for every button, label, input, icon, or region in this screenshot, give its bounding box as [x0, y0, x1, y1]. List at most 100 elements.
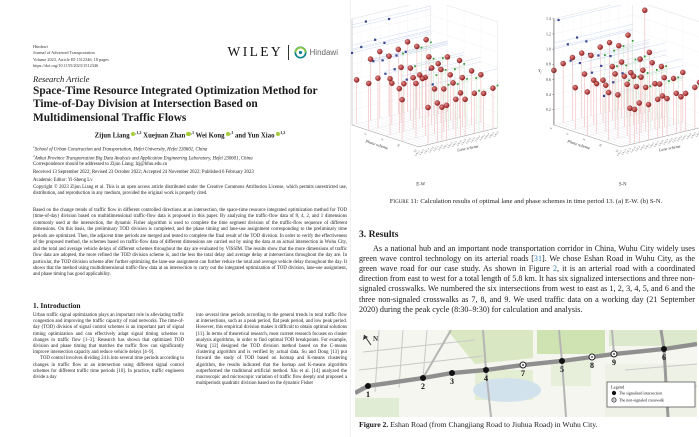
svg-text:LA1.5: LA1.5: [634, 145, 641, 153]
svg-text:4: 4: [484, 374, 488, 383]
svg-text:12: 12: [614, 148, 619, 153]
svg-text:LA1.2: LA1.2: [419, 148, 426, 156]
svg-text:8: 8: [380, 137, 384, 141]
svg-text:0.4: 0.4: [545, 92, 550, 97]
doi-link[interactable]: https://doi.org/10.1155/2023/1512346: [33, 63, 99, 69]
hindawi-logo: Hindawi: [294, 45, 338, 59]
author-affiliation-sup: ,1: [230, 130, 234, 135]
figure11-caption-text: Calculation results of optimal lane and …: [418, 198, 663, 205]
results-text: , it is an arterial road with a coordina…: [359, 264, 695, 314]
citation-link[interactable]: 31: [533, 254, 543, 264]
svg-text:LA2.2: LA2.2: [447, 141, 454, 149]
svg-text:LA3.6: LA3.6: [493, 130, 500, 138]
svg-text:LA2.2: LA2.2: [648, 141, 655, 149]
intro-paragraph-1: Urban traffic signal optimization plays …: [33, 313, 184, 356]
paper-page-1: Hindawi Journal of Advanced Transportati…: [33, 44, 347, 387]
svg-text:1.2: 1.2: [545, 31, 550, 36]
intro-paragraph-2: TOD control involves dividing 24 h into …: [33, 356, 184, 380]
svg-text:12: 12: [413, 148, 418, 153]
svg-text:Phase scheme: Phase scheme: [565, 138, 590, 150]
svg-text:LA3.2: LA3.2: [475, 135, 482, 143]
svg-text:Lane scheme: Lane scheme: [657, 143, 680, 152]
svg-text:LA1.2: LA1.2: [620, 148, 627, 156]
paper-page-2: LA1.1 LA1.2 LA1.3 LA1.4 LA1.5 LA1.6 LA2.1 LA2.2…: [350, 0, 699, 437]
section-heading-results: 3. Results: [359, 229, 399, 240]
svg-text:LA2.1: LA2.1: [644, 142, 651, 150]
svg-text:7: 7: [521, 369, 525, 378]
svg-text:0.2: 0.2: [545, 107, 550, 112]
hindawi-logo-text: Hindawi: [309, 47, 338, 57]
svg-text:1.0: 1.0: [545, 47, 550, 52]
publisher-logos: WILEY Hindawi: [228, 44, 338, 60]
volume-line: Volume 2023, Article ID 1512346, 18 page…: [33, 56, 109, 62]
svg-text:LA3.4: LA3.4: [685, 132, 692, 140]
author: and Yun Xiao: [233, 132, 275, 140]
svg-text:LA2.5: LA2.5: [662, 138, 669, 146]
affiliation-line: 1School of Urban Construction and Transp…: [33, 145, 208, 153]
svg-text:10: 10: [396, 143, 401, 148]
svg-text:The non-signaled crosswalk: The non-signaled crosswalk: [619, 398, 664, 403]
page-title: Space-Time Resource Integrated Optimizat…: [33, 85, 318, 124]
svg-text:6: 6: [565, 132, 569, 136]
results-paragraph: As a national hub and an important node …: [359, 244, 695, 315]
svg-text:10: 10: [597, 143, 602, 148]
intro-paragraph-3: into several time periods according to t…: [196, 313, 347, 387]
svg-text:LA1.6: LA1.6: [437, 144, 444, 152]
correspondence-email-link[interactable]: lzj@hfuu.edu.cn: [135, 162, 168, 167]
svg-text:LA1.1: LA1.1: [414, 149, 421, 157]
figure11-charts: LA1.1 LA1.2 LA1.3 LA1.4 LA1.5 LA1.6 LA2.1 LA2.2…: [351, 5, 699, 195]
map-marker-1: 1: [365, 383, 371, 399]
orcid-icon[interactable]: [225, 131, 231, 137]
map-marker-3: 3: [449, 370, 455, 386]
map-marker-4: 4: [483, 367, 489, 383]
svg-text:LA3.1: LA3.1: [470, 136, 477, 144]
svg-text:LA1.1: LA1.1: [616, 149, 623, 157]
author-affiliation-sup: ,1: [190, 130, 195, 135]
map-intersection-markers: 1 2 3 4 7 5 8 9 6: [365, 346, 667, 399]
svg-text:4: 4: [548, 126, 552, 130]
author-line: Zijun Liang ,1,2 Xuejuan Zhan ,1 Wei Kong,…: [33, 130, 347, 139]
figure2-caption-label: Figure 2.: [359, 420, 389, 429]
map-marker-9: 9: [610, 350, 618, 367]
svg-text:LA1.4: LA1.4: [428, 146, 435, 154]
orcid-icon[interactable]: [186, 131, 191, 137]
orcid-icon[interactable]: [275, 131, 281, 137]
svg-text:N: N: [373, 335, 378, 343]
svg-text:Legend: Legend: [611, 385, 625, 390]
svg-text:LA1.5: LA1.5: [433, 145, 440, 153]
svg-text:LA2.1: LA2.1: [442, 142, 449, 150]
author-affiliation-sup: ,1,2: [135, 130, 142, 135]
map-marker-6: 6: [661, 346, 667, 362]
svg-text:Phase scheme: Phase scheme: [364, 138, 389, 150]
logo-divider: [288, 44, 290, 60]
svg-text:0.6: 0.6: [545, 77, 550, 82]
correspondence-text: Correspondence should be addressed to Zi…: [33, 162, 136, 167]
svg-text:LA3.3: LA3.3: [681, 133, 688, 141]
map-marker-8: 8: [588, 353, 596, 370]
abstract-text: Based on the change trends of traffic fl…: [33, 208, 347, 278]
map-marker-2: 2: [420, 375, 426, 391]
wiley-logo: WILEY: [227, 44, 284, 59]
map-north-arrow: N: [363, 334, 378, 346]
copyright-notice: Copyright © 2023 Zijun Liang et al. This…: [33, 185, 347, 197]
svg-text:LA1.3: LA1.3: [424, 147, 431, 155]
affiliations: 1School of Urban Construction and Transp…: [33, 145, 347, 163]
svg-text:LA3.2: LA3.2: [676, 135, 683, 143]
svg-text:S-N: S-N: [618, 183, 626, 188]
citation-link[interactable]: 2: [553, 264, 558, 274]
svg-text:Yj: Yj: [537, 68, 541, 74]
svg-text:LA1.3: LA1.3: [625, 147, 632, 155]
orcid-icon[interactable]: [130, 131, 136, 137]
svg-text:1: 1: [366, 390, 370, 399]
map-marker-7: 7: [519, 361, 527, 378]
correspondence-line: Correspondence should be addressed to Zi…: [33, 162, 347, 168]
svg-text:2: 2: [421, 382, 425, 391]
author: Wei Kong: [194, 132, 225, 140]
svg-text:LA3.6: LA3.6: [695, 130, 699, 138]
history-dates: Received 13 September 2022; Revised 23 O…: [33, 170, 254, 175]
two-column-body: Urban traffic signal optimization plays …: [33, 313, 347, 387]
academic-editor: Academic Editor: Yi-Sheng Lv: [33, 177, 93, 183]
svg-text:LA3.3: LA3.3: [479, 133, 486, 141]
